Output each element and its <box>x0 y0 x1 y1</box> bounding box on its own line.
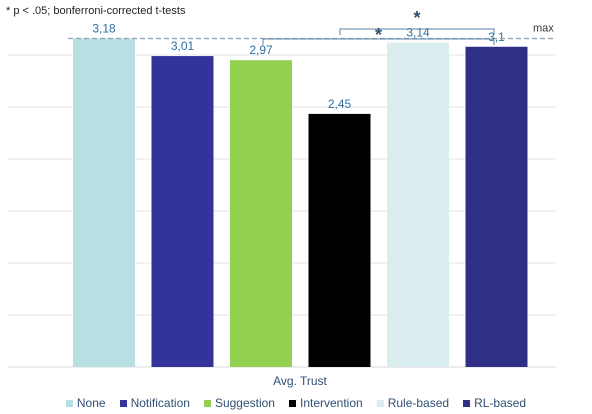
significance-star: * <box>375 25 382 45</box>
significance-star: * <box>413 8 420 28</box>
legend-swatch <box>119 400 127 407</box>
legend-label: Rule-based <box>387 396 450 410</box>
legend: None Notification Suggestion Intervention Ru… <box>0 396 592 410</box>
footnote: * p < .05; bonferroni-corrected t-tests <box>6 5 186 17</box>
legend-label: Suggestion <box>214 396 275 410</box>
bars <box>73 38 528 368</box>
bar-notification <box>151 56 214 367</box>
legend-label: None <box>76 396 106 410</box>
bar-rl-based <box>465 46 528 367</box>
legend-item-rl-based: RL-based <box>463 396 526 410</box>
legend-swatch <box>463 400 471 407</box>
data-label: 2,97 <box>249 43 273 57</box>
legend-label: RL-based <box>474 396 527 410</box>
significance-bracket <box>339 28 495 35</box>
legend-label: Intervention <box>299 396 363 410</box>
max-reference-line: max <box>68 22 556 40</box>
bar-none <box>73 38 135 368</box>
legend-swatch <box>376 400 384 407</box>
data-labels: 3,183,01 2,972,453,14 3,1 <box>92 21 505 110</box>
legend-item-rule-based: Rule-based <box>376 396 450 410</box>
legend-swatch <box>65 400 73 407</box>
bar-suggestion <box>230 60 292 368</box>
significance-brackets: ** <box>262 8 495 45</box>
legend-swatch <box>288 400 296 407</box>
data-label: 3,1 <box>488 30 505 44</box>
legend-item-notification: Notification <box>119 396 190 410</box>
legend-label: Notification <box>130 396 190 410</box>
legend-item-none: None <box>65 396 106 410</box>
legend-swatch <box>203 400 211 407</box>
legend-item-intervention: Intervention <box>288 396 363 410</box>
legend-item-suggestion: Suggestion <box>203 396 275 410</box>
reference-line-label: max <box>533 22 554 34</box>
bar-intervention <box>308 113 371 367</box>
data-label: 3,18 <box>92 21 116 35</box>
x-axis-label: Avg. Trust <box>273 374 327 388</box>
data-label: 2,45 <box>328 97 352 111</box>
bar-rule-based <box>387 42 449 368</box>
data-label: 3,01 <box>171 39 195 53</box>
significance-bracket <box>262 38 495 45</box>
